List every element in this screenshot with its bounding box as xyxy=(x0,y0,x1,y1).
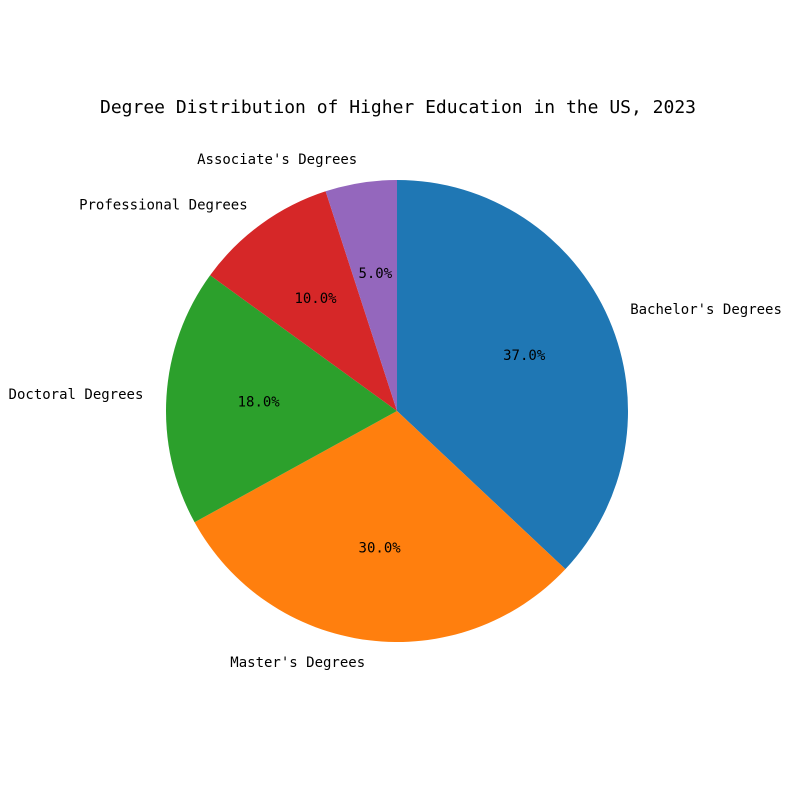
chart-title: Degree Distribution of Higher Education … xyxy=(100,97,696,118)
pie-labels: Bachelor's Degrees 37.0% Master's Degrees 3… xyxy=(9,152,782,671)
slice-label-doctoral-degrees: Doctoral Degrees xyxy=(9,387,144,403)
percent-label-associate-s-degrees: 5.0% xyxy=(358,266,392,282)
percent-label-master-s-degrees: 30.0% xyxy=(359,541,402,557)
pie-slice-professional-degrees xyxy=(210,191,397,411)
slice-label-bachelor-s-degrees: Bachelor's Degrees xyxy=(630,302,782,318)
percent-label-professional-degrees: 10.0% xyxy=(294,291,337,307)
slice-label-professional-degrees: Professional Degrees xyxy=(79,197,248,213)
percent-label-doctoral-degrees: 18.0% xyxy=(238,394,281,410)
pie-slices xyxy=(165,180,628,642)
percent-label-bachelor-s-degrees: 37.0% xyxy=(503,348,546,364)
pie-slice-bachelor-s-degrees xyxy=(397,180,628,570)
pie-slice-doctoral-degrees xyxy=(165,275,397,523)
pie-slice-master-s-degrees xyxy=(194,411,566,642)
pie-slice-associate-s-degrees xyxy=(325,180,397,411)
slice-label-master-s-degrees: Master's Degrees xyxy=(230,655,365,671)
slice-label-associate-s-degrees: Associate's Degrees xyxy=(197,152,357,168)
